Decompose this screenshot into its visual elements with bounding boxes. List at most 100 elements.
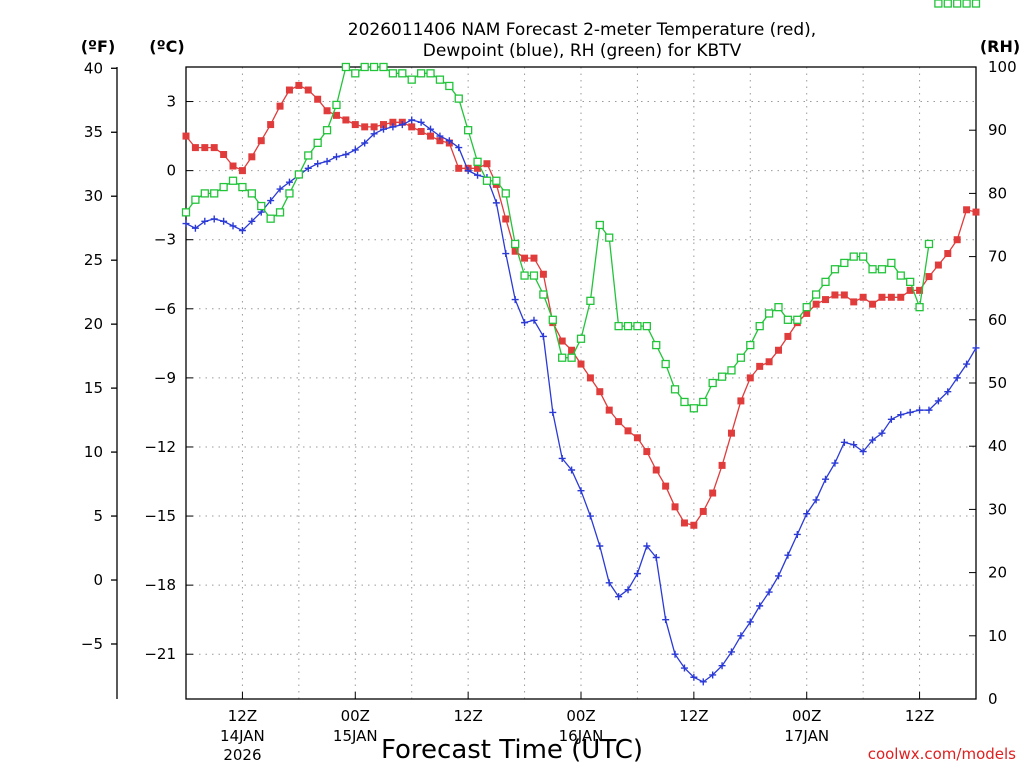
rh-tick-label: 0 [988, 690, 998, 708]
dewpoint-point [756, 602, 764, 610]
fahrenheit-tick-label: 40 [84, 59, 103, 77]
dewpoint-point [549, 408, 557, 416]
rh-line [185, 65, 930, 410]
temperature-point [229, 162, 237, 170]
chart-title-line1: 2026011406 NAM Forecast 2-meter Temperat… [348, 20, 816, 40]
fahrenheit-tick-label: 25 [84, 251, 103, 269]
rh-point [680, 397, 689, 407]
dewpoint-point [464, 167, 472, 175]
dewpoint-point [511, 296, 519, 304]
dewpoint-point [568, 466, 576, 474]
rh-point [398, 69, 407, 78]
temperature-point [953, 236, 961, 244]
dewpoint-point [380, 125, 387, 133]
temperature-point [756, 362, 764, 370]
rh-tick-label: 90 [988, 121, 1007, 139]
dewpoint-point [615, 593, 623, 601]
dewpoint-point [746, 618, 754, 626]
rh-point [388, 69, 398, 78]
rh-point [943, 0, 952, 8]
rh-point [849, 252, 858, 261]
dewpoint-point [812, 496, 820, 504]
x-date-label: 16JAN [559, 727, 604, 745]
dewpoint-point [709, 671, 717, 679]
rh-point [746, 340, 755, 350]
dewpoint-point [643, 542, 651, 550]
dewpoint-point [897, 411, 905, 419]
rh-point [247, 189, 256, 198]
temperature-point [332, 111, 340, 119]
x-date-label: 17JAN [784, 727, 829, 745]
temperature-point [483, 160, 491, 168]
temperature-point [746, 374, 754, 382]
rh-point [257, 201, 266, 211]
dewpoint-point [624, 586, 632, 594]
temperature-point [680, 519, 688, 527]
x-tick-label: 00Z [341, 707, 370, 725]
dewpoint-point [803, 510, 811, 518]
dewpoint-point [596, 542, 604, 550]
credit-text: coolwx.com/models [868, 745, 1016, 763]
temperature-point [276, 102, 284, 110]
dewpoint-point [765, 588, 773, 596]
rh-point [962, 0, 971, 8]
dewpoint-point [972, 344, 980, 352]
fahrenheit-axis-unit: (ºF) [81, 37, 116, 56]
rh-point [341, 62, 351, 72]
rh-point [727, 366, 736, 375]
temperature-point [765, 358, 773, 366]
dewpoint-point [822, 475, 830, 483]
rh-point [219, 182, 228, 192]
rh-point [736, 353, 746, 362]
fahrenheit-tick-label: 35 [84, 123, 103, 141]
temperature-point [906, 286, 914, 294]
dewpoint-point [314, 160, 322, 168]
dewpoint-point [953, 374, 961, 382]
axes: 30−3−6−9−12−15−18−214035302520151050−510… [81, 58, 1017, 764]
rh-point [454, 94, 463, 103]
rh-point [501, 189, 510, 198]
temperature-point [248, 153, 256, 161]
dewpoint-point [436, 132, 444, 140]
dewpoint-point [699, 678, 707, 686]
temperature-point [201, 144, 209, 152]
rh-axis-unit: (RH) [980, 37, 1020, 56]
temperature-point [586, 374, 594, 382]
rh-point [840, 258, 849, 268]
dewpoint-point [690, 673, 698, 681]
fahrenheit-tick-label: −5 [81, 635, 103, 653]
rh-point [322, 126, 332, 135]
rh-tick-label: 60 [988, 311, 1007, 329]
dewpoint-point [530, 316, 538, 324]
temperature-point [455, 164, 463, 172]
rh-point [360, 62, 369, 72]
temperature-point [699, 507, 707, 515]
dewpoint-point [680, 664, 688, 672]
temperature-point [633, 434, 641, 442]
rh-point [266, 214, 275, 223]
temperature-point [389, 118, 397, 126]
temperature-point [295, 81, 303, 89]
temperature-point [944, 250, 952, 258]
rh-point [511, 239, 520, 249]
dewpoint-point [906, 408, 914, 416]
dewpoint-point [474, 171, 482, 179]
fahrenheit-tick-label: 5 [93, 507, 103, 525]
temperature-point [577, 360, 585, 368]
celsius-tick-label: 0 [166, 162, 176, 180]
temperature-point [502, 215, 510, 223]
dewpoint-point [182, 220, 190, 228]
rh-point [793, 315, 802, 324]
rh-point [821, 277, 830, 287]
rh-point [915, 303, 924, 312]
temperature-point [351, 121, 359, 129]
rh-point [906, 277, 915, 287]
dewpoint-point [840, 438, 848, 446]
rh-point [858, 252, 868, 261]
dewpoint-point [586, 512, 594, 520]
dewpoint-point [427, 125, 435, 133]
rh-tick-label: 80 [988, 184, 1007, 202]
rh-point [473, 157, 482, 166]
rh-point [830, 265, 840, 274]
